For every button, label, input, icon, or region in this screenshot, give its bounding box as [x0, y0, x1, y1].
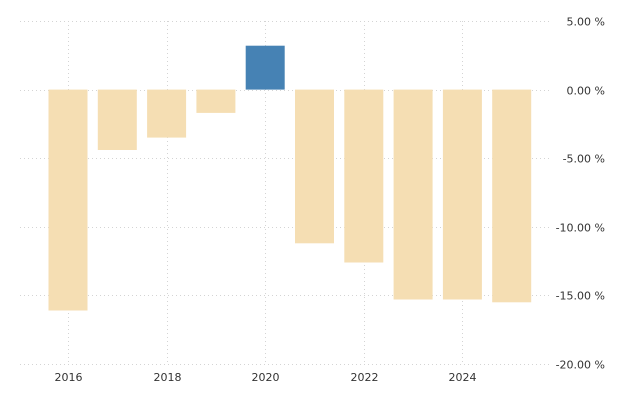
y-tick-label: -15.00 %: [556, 290, 605, 303]
bar-2025[interactable]: [492, 89, 532, 303]
y-tick-label: 0.00 %: [567, 85, 605, 98]
y-axis-tick-labels: 5.00 % 0.00 % -5.00 % -10.00 % -15.00 % -20.0…: [556, 16, 605, 372]
bar-2020[interactable]: [245, 45, 285, 90]
bar-2023[interactable]: [393, 89, 433, 300]
y-tick-label: -20.00 %: [556, 359, 605, 372]
bar-2016[interactable]: [48, 89, 88, 311]
x-axis-tick-labels: 2016 2018 2020 2022 2024: [55, 371, 477, 384]
bar-2022[interactable]: [344, 89, 384, 263]
bar-2019[interactable]: [196, 89, 236, 113]
bar-2018[interactable]: [147, 89, 187, 138]
x-tick-label: 2024: [449, 371, 477, 384]
bar-2021[interactable]: [295, 89, 334, 244]
bars: [48, 45, 532, 311]
x-tick-label: 2016: [55, 371, 83, 384]
y-tick-label: 5.00 %: [567, 16, 605, 29]
x-tick-label: 2020: [252, 371, 280, 384]
x-tick-label: 2018: [154, 371, 182, 384]
y-tick-label: -10.00 %: [556, 222, 605, 235]
y-tick-label: -5.00 %: [563, 153, 605, 166]
x-tick-label: 2022: [351, 371, 379, 384]
bar-2017[interactable]: [97, 89, 137, 150]
bar-2024[interactable]: [442, 89, 482, 300]
